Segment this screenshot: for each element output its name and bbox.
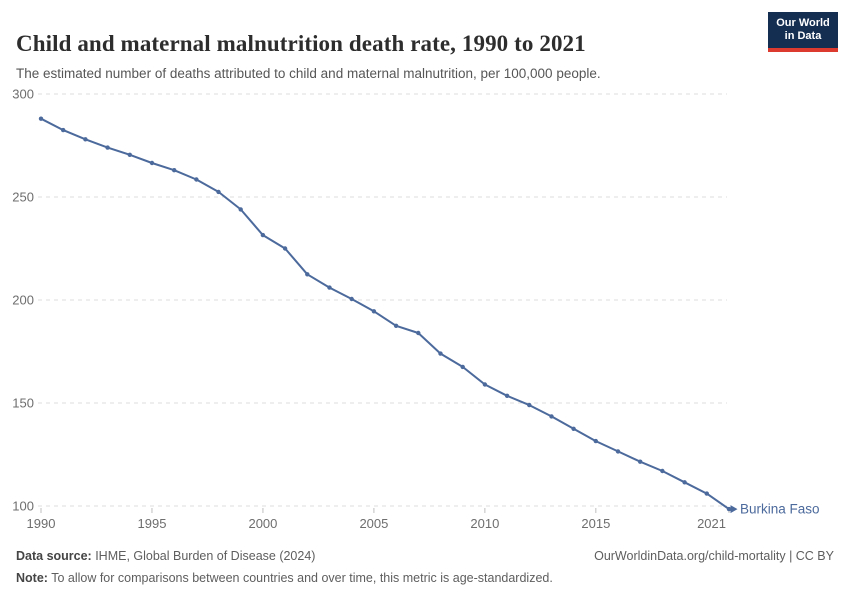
data-point-2013[interactable] xyxy=(549,414,554,419)
data-point-2009[interactable] xyxy=(460,364,465,370)
data-point-2014[interactable] xyxy=(571,426,576,431)
data-source-label: Data source: xyxy=(16,549,92,563)
x-axis-tick-1995: 1995 xyxy=(138,516,167,531)
line-chart-plot[interactable]: 100 150 200 250 300 1990 1995 2000 2005 2010 2015 2… xyxy=(0,80,850,540)
data-point-2011[interactable] xyxy=(504,393,510,398)
data-point-2019[interactable] xyxy=(682,480,687,485)
data-point-2008[interactable] xyxy=(438,351,443,356)
data-point-1990[interactable] xyxy=(38,116,44,121)
y-axis-tick-300: 300 xyxy=(12,87,34,102)
entity-label-burkina-faso[interactable]: Burkina Faso xyxy=(740,502,820,517)
chart-footer: Data source: IHME, Global Burden of Dise… xyxy=(16,545,834,589)
data-point-2021[interactable] xyxy=(726,506,732,512)
data-point-1992[interactable] xyxy=(83,137,88,142)
data-point-2020[interactable] xyxy=(704,491,709,496)
data-source-line: Data source: IHME, Global Burden of Dise… xyxy=(16,545,315,567)
data-line-burkina-faso[interactable] xyxy=(40,117,730,510)
x-axis-tick-2021: 2021 xyxy=(697,516,726,531)
data-point-2007[interactable] xyxy=(416,330,421,336)
data-point-2004[interactable] xyxy=(349,296,354,302)
x-axis-tick-1990: 1990 xyxy=(27,516,56,531)
data-point-2012[interactable] xyxy=(527,402,532,408)
y-axis-tick-200: 200 xyxy=(12,293,34,308)
data-point-2000[interactable] xyxy=(260,232,266,238)
data-point-2010[interactable] xyxy=(482,382,488,387)
data-point-1993[interactable] xyxy=(105,145,110,150)
owid-logo[interactable]: Our World in Data xyxy=(768,12,838,52)
x-axis-tick-2000: 2000 xyxy=(248,516,277,531)
data-point-2018[interactable] xyxy=(660,468,665,474)
note-line: Note: To allow for comparisons between c… xyxy=(16,571,553,585)
x-axis-tick-2010: 2010 xyxy=(470,516,499,531)
y-axis-tick-100: 100 xyxy=(12,499,34,514)
data-source-text: IHME, Global Burden of Disease (2024) xyxy=(91,549,316,563)
owid-logo-line1: Our World xyxy=(776,17,830,29)
note-label: Note: xyxy=(16,571,48,585)
data-point-2002[interactable] xyxy=(305,272,310,277)
data-point-1999[interactable] xyxy=(238,207,243,212)
data-point-2005[interactable] xyxy=(371,309,377,314)
data-point-1996[interactable] xyxy=(172,168,177,173)
data-point-1991[interactable] xyxy=(61,127,66,133)
x-axis-tick-2015: 2015 xyxy=(581,516,610,531)
data-point-2003[interactable] xyxy=(327,285,332,290)
chart-subtitle: The estimated number of deaths attribute… xyxy=(16,65,601,81)
owid-url-link[interactable]: OurWorldinData.org/child-mortality | CC … xyxy=(594,549,834,563)
data-point-2016[interactable] xyxy=(615,449,621,454)
data-point-2017[interactable] xyxy=(638,459,643,464)
x-axis-tick-2005: 2005 xyxy=(359,516,388,531)
data-point-2001[interactable] xyxy=(282,246,288,251)
data-point-1995[interactable] xyxy=(149,160,155,166)
data-point-1994[interactable] xyxy=(127,152,132,157)
note-text: To allow for comparisons between countri… xyxy=(47,571,553,585)
data-point-1997[interactable] xyxy=(194,177,199,182)
end-arrow-icon xyxy=(730,505,738,514)
chart-title: Child and maternal malnutrition death ra… xyxy=(16,31,586,57)
y-axis-tick-250: 250 xyxy=(12,190,34,205)
data-point-2015[interactable] xyxy=(593,438,598,444)
data-point-1998[interactable] xyxy=(216,189,221,195)
data-point-2006[interactable] xyxy=(393,323,399,328)
y-axis-tick-150: 150 xyxy=(12,396,34,411)
owid-logo-line2: in Data xyxy=(784,30,822,42)
